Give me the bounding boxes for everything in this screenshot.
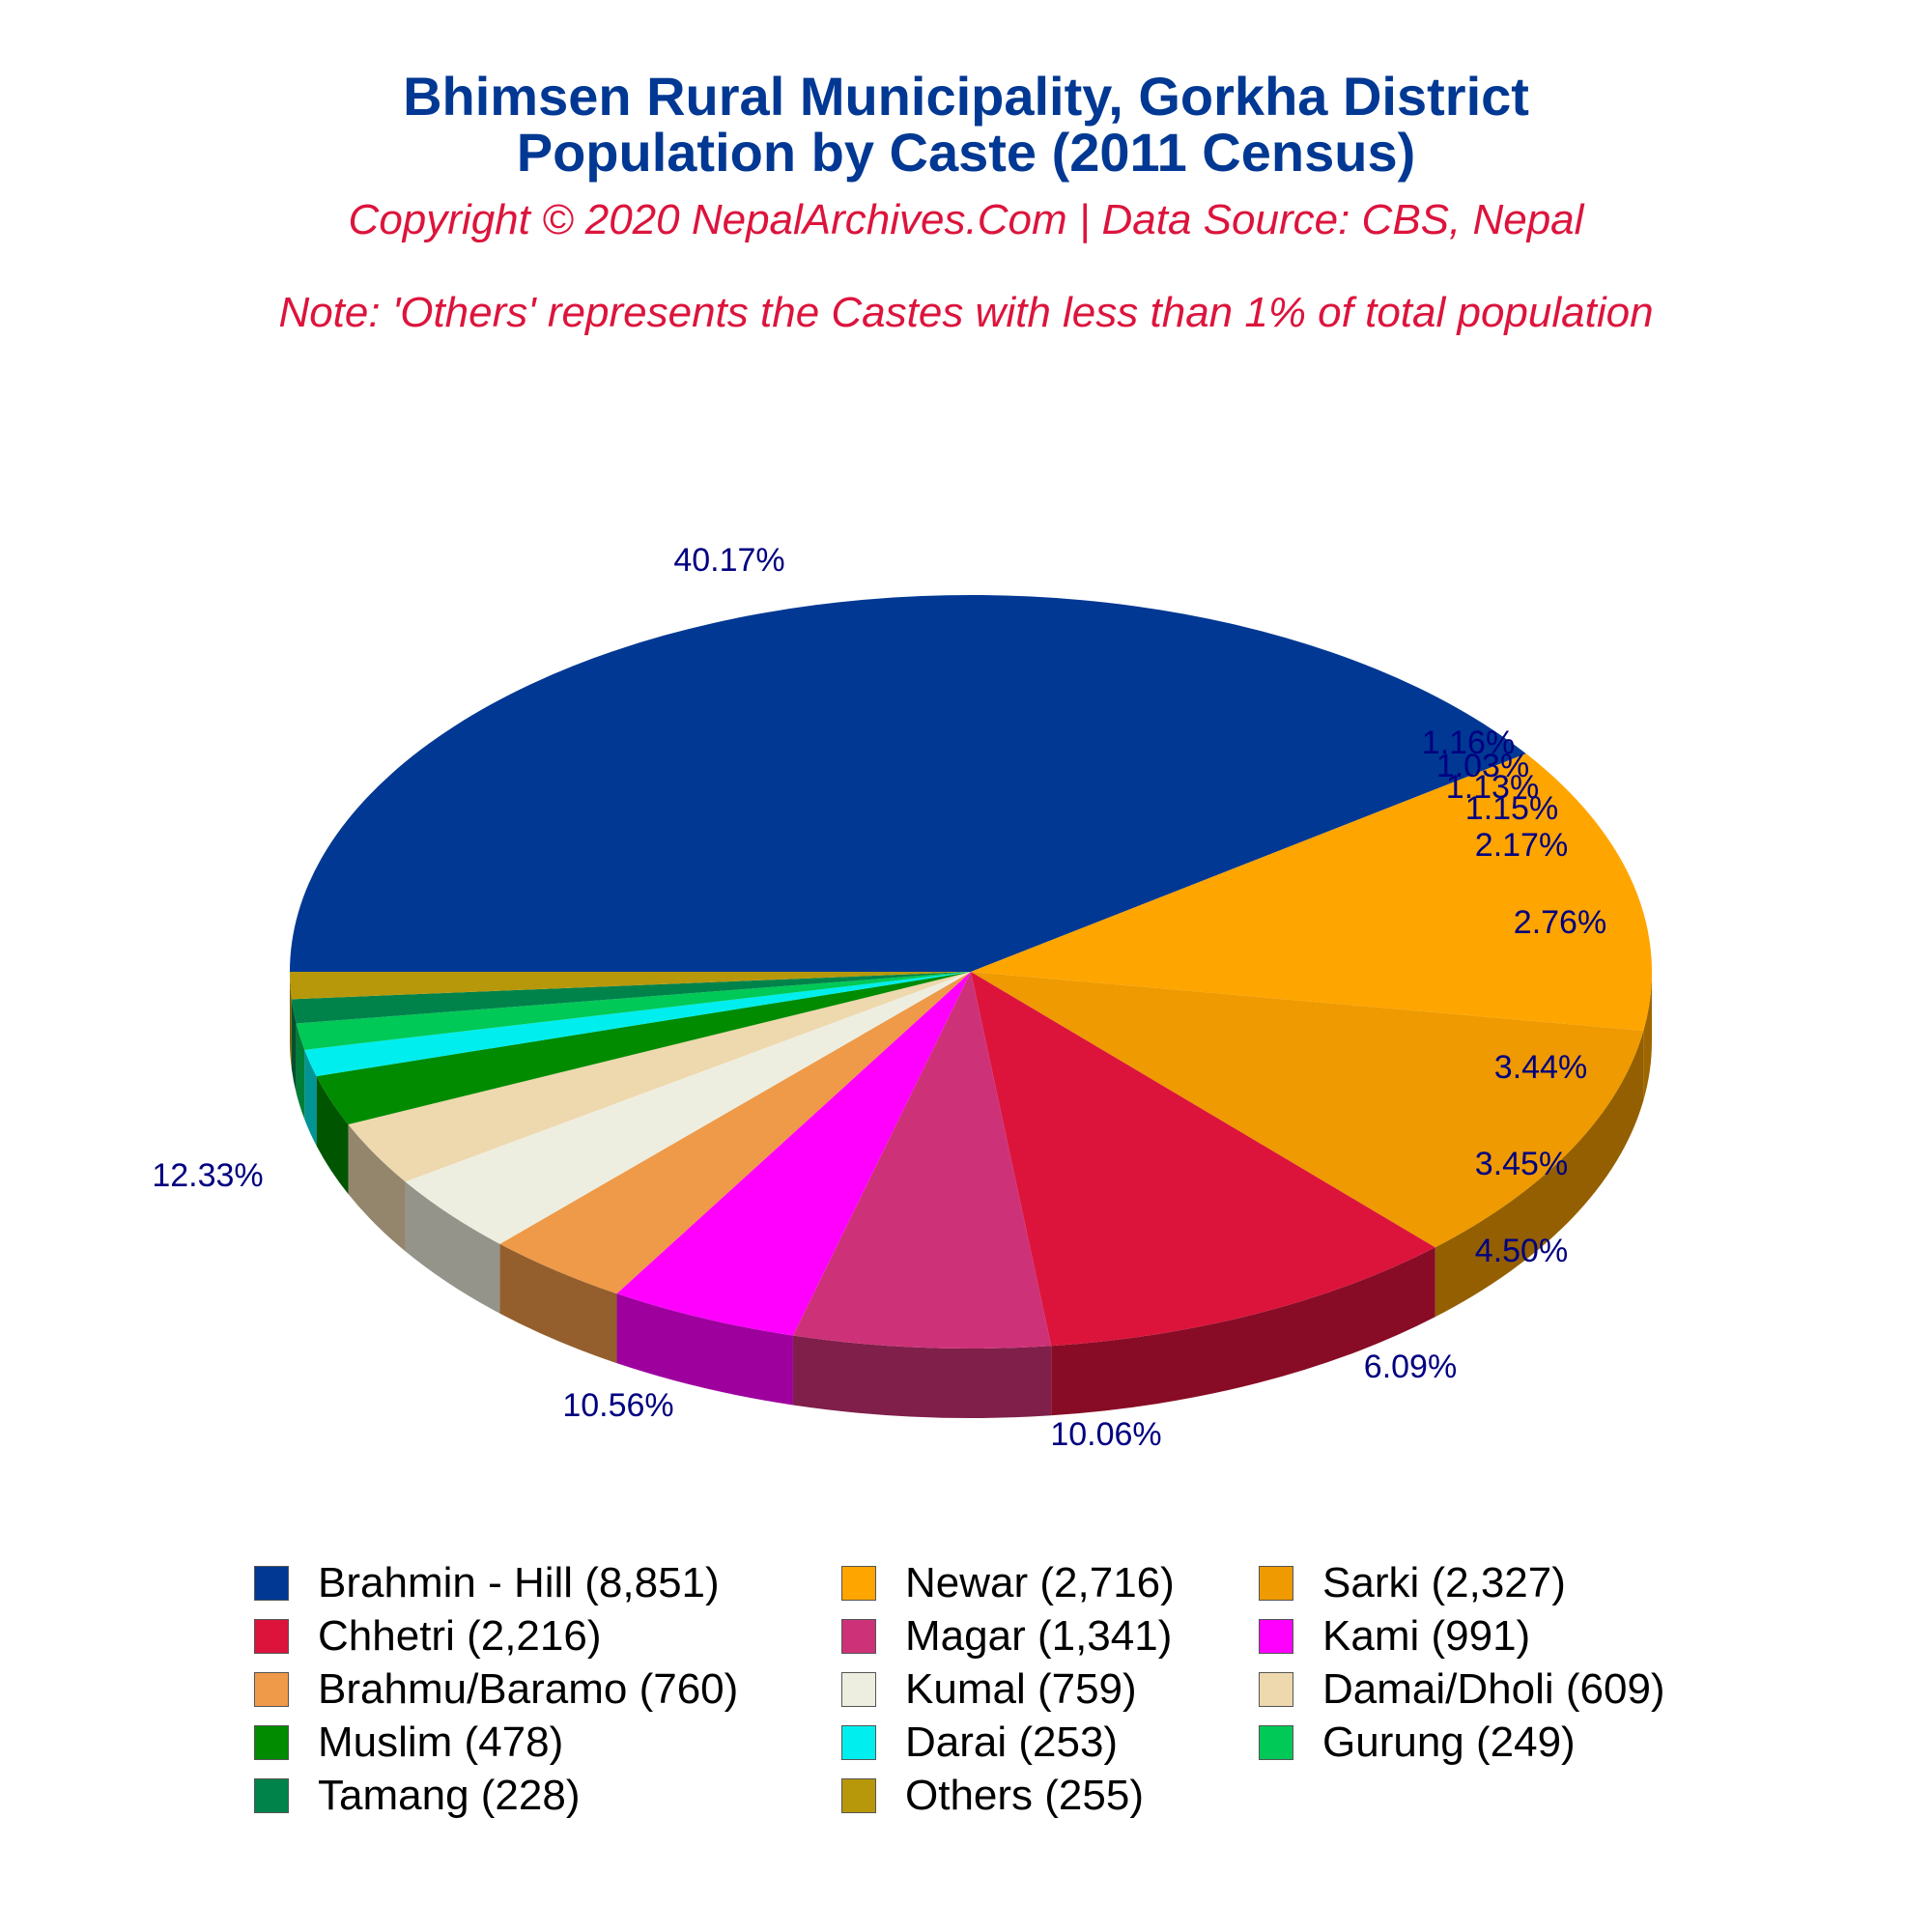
legend-item: Gurung (249) xyxy=(1259,1717,1576,1769)
legend-swatch xyxy=(1259,1619,1293,1654)
chart-title-line-1: Bhimsen Rural Municipality, Gorkha Distr… xyxy=(403,66,1529,127)
pie-slice-sarki xyxy=(971,972,1644,1248)
pie-sides xyxy=(290,972,1652,1419)
pie-slice-newar xyxy=(971,753,1652,1031)
pie-side-brahmu-baramo xyxy=(499,1243,617,1364)
legend-item: Tamang (228) xyxy=(254,1770,580,1822)
pie-slice-brahmin-hill xyxy=(290,595,1526,972)
legend-label: Brahmin - Hill (8,851) xyxy=(318,1559,720,1606)
legend-label: Magar (1,341) xyxy=(905,1612,1173,1660)
slice-label: 3.45% xyxy=(1475,1146,1568,1182)
legend-item: Newar (2,716) xyxy=(841,1557,1175,1609)
legend-item: Sarki (2,327) xyxy=(1259,1557,1566,1609)
pie-slice-tamang xyxy=(291,972,972,1024)
legend-item: Others (255) xyxy=(841,1770,1144,1822)
legend-item: Muslim (478) xyxy=(254,1717,563,1769)
pie-side-others xyxy=(290,972,292,1069)
slice-label: 6.09% xyxy=(1364,1349,1457,1385)
slice-label: 10.06% xyxy=(1050,1416,1161,1453)
legend-swatch xyxy=(841,1672,876,1707)
legend-item: Chhetri (2,216) xyxy=(254,1610,601,1662)
legend-swatch xyxy=(841,1725,876,1760)
chart-note: Note: 'Others' represents the Castes wit… xyxy=(278,289,1654,336)
pie-side-newar xyxy=(1643,972,1652,1100)
slice-labels: 40.17% 12.33% 10.56% 10.06% 6.09% 4.50% 3.45% 3… xyxy=(152,542,1606,1453)
legend-item: Kami (991) xyxy=(1259,1610,1530,1662)
legend-label: Sarki (2,327) xyxy=(1322,1559,1566,1606)
legend-item: Kumal (759) xyxy=(841,1663,1137,1716)
legend-swatch xyxy=(254,1672,289,1707)
legend-label: Newar (2,716) xyxy=(905,1559,1175,1606)
pie-slice-gurung xyxy=(296,972,971,1050)
slice-label: 12.33% xyxy=(152,1157,263,1194)
slice-label: 1.13% xyxy=(1446,769,1539,806)
pie-slice-muslim xyxy=(316,972,971,1125)
legend-swatch xyxy=(254,1566,289,1601)
legend-swatch xyxy=(254,1725,289,1760)
pie-side-muslim xyxy=(316,1076,349,1195)
legend-item: Damai/Dholi (609) xyxy=(1259,1663,1665,1716)
legend-item: Brahmu/Baramo (760) xyxy=(254,1663,738,1716)
slice-label: 2.17% xyxy=(1475,827,1568,864)
legend-label: Gurung (249) xyxy=(1322,1719,1576,1766)
slice-label: 4.50% xyxy=(1475,1233,1568,1269)
pie-slices xyxy=(290,595,1652,1350)
slice-label: 1.03% xyxy=(1436,748,1529,784)
slice-label: 2.76% xyxy=(1514,904,1606,941)
slice-label: 1.16% xyxy=(1422,724,1515,761)
legend-label: Muslim (478) xyxy=(318,1719,564,1766)
pie-slice-damai-dholi xyxy=(348,972,971,1182)
legend-item: Brahmin - Hill (8,851) xyxy=(254,1557,720,1609)
chart-title-line-2: Population by Caste (2011 Census) xyxy=(516,122,1416,183)
legend-swatch xyxy=(1259,1672,1293,1707)
slice-label: 3.44% xyxy=(1494,1049,1587,1086)
pie-side-magar xyxy=(792,1335,1052,1419)
pie-side-tamang xyxy=(291,999,297,1094)
legend-swatch xyxy=(1259,1566,1293,1601)
legend-item: Darai (253) xyxy=(841,1717,1118,1769)
legend-item: Magar (1,341) xyxy=(841,1610,1172,1662)
legend-swatch xyxy=(1259,1725,1293,1760)
legend-label: Chhetri (2,216) xyxy=(318,1612,602,1660)
pie-side-sarki xyxy=(1435,1030,1644,1318)
legend-swatch xyxy=(254,1778,289,1813)
chart-subtitle: Copyright © 2020 NepalArchives.Com | Dat… xyxy=(348,196,1584,243)
legend-swatch xyxy=(841,1566,876,1601)
legend-label: Brahmu/Baramo (760) xyxy=(318,1665,739,1713)
legend-label: Darai (253) xyxy=(905,1719,1119,1766)
pie-side-gurung xyxy=(296,1023,305,1120)
slice-label: 1.15% xyxy=(1465,790,1558,827)
pie-slice-magar xyxy=(792,972,1052,1350)
pie-slice-brahmu-baramo xyxy=(499,972,971,1294)
legend-label: Damai/Dholi (609) xyxy=(1322,1665,1665,1713)
pie-slice-darai xyxy=(304,972,971,1077)
legend-label: Tamang (228) xyxy=(318,1772,581,1819)
legend-swatch xyxy=(841,1619,876,1654)
legend-swatch xyxy=(841,1778,876,1813)
legend-label: Others (255) xyxy=(905,1772,1144,1819)
pie-slice-kami xyxy=(616,972,971,1336)
legend-label: Kumal (759) xyxy=(905,1665,1137,1713)
pie-slice-others xyxy=(290,972,971,1000)
pie-side-damai-dholi xyxy=(348,1124,406,1252)
legend-swatch xyxy=(254,1619,289,1654)
pie-side-darai xyxy=(304,1049,317,1147)
pie-side-kami xyxy=(616,1293,793,1406)
slice-label: 40.17% xyxy=(673,542,784,579)
pie-slice-kumal xyxy=(405,972,971,1244)
pie-side-chhetri xyxy=(1051,1247,1435,1416)
legend-label: Kami (991) xyxy=(1322,1612,1531,1660)
pie-slice-chhetri xyxy=(971,972,1435,1347)
pie-side-kumal xyxy=(405,1181,500,1314)
slice-label: 10.56% xyxy=(562,1387,673,1424)
